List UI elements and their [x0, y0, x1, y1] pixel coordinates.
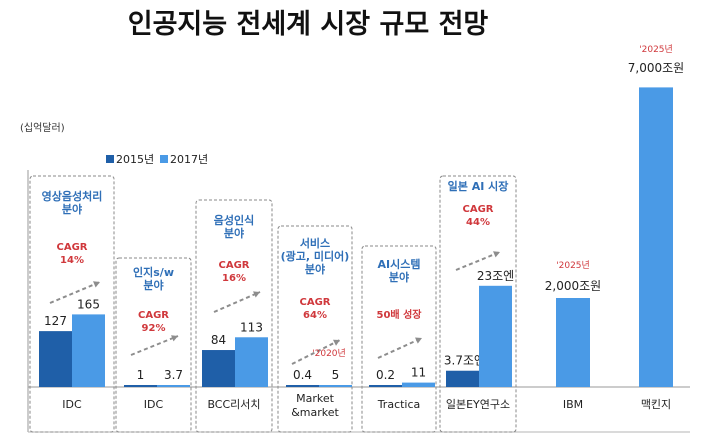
value-label: 3.7 [164, 368, 183, 382]
trend-arrow-head [333, 339, 340, 346]
category-label: 일본EY연구소 [446, 397, 510, 411]
group-box [277, 225, 353, 433]
trend-arrow-line [213, 291, 261, 313]
trend-arrow-line [291, 339, 341, 365]
legend-label-2017: 2017년 [170, 153, 208, 166]
area-label: 영상음성처리 [42, 189, 103, 203]
area-label: 인지s/w [133, 265, 174, 279]
area-label: AI시스템 [378, 257, 421, 271]
bar-2015 [446, 370, 479, 387]
cagr-label: 50배 성장 [377, 308, 423, 321]
trend-arrow-line [455, 251, 501, 271]
year-note: '2020년 [312, 348, 346, 359]
category-label: BCC리서치 [207, 398, 260, 411]
group-box [439, 175, 517, 433]
value-label: 23조엔 [477, 269, 514, 283]
group-box [115, 257, 192, 433]
group-3: 서비스(광고, 미디어)분야 CAGR 64% 0.4 5 '2020년 Market&ma… [277, 225, 353, 433]
category-label: Tractica [377, 398, 421, 411]
category-label: Market [296, 392, 334, 405]
trend-arrow-line [377, 337, 423, 359]
trend-arrow-head [171, 335, 178, 342]
value-label: 84 [211, 333, 226, 347]
legend-swatch-2015 [106, 155, 114, 163]
area-label: 분야 [224, 226, 244, 240]
value-label: 5 [332, 368, 340, 382]
group-1: 인지s/w분야 CAGR 92% 1 3.7 IDC [115, 257, 192, 433]
bar-2017 [479, 285, 512, 387]
legend: 2015년 2017년 [106, 153, 208, 166]
group-6: 2,000조원 '2025년 IBM [545, 260, 601, 411]
bar-2017 [157, 385, 190, 387]
year-note: '2025년 [639, 44, 673, 55]
cagr-label: 92% [142, 323, 166, 334]
area-label: 음성인식 [214, 213, 254, 227]
area-label: (광고, 미디어) [281, 249, 350, 263]
value-label: 3.7조엔 [444, 354, 485, 368]
trend-arrow-head [493, 251, 500, 258]
category-label: IDC [144, 398, 164, 411]
area-label: 분야 [62, 202, 82, 216]
area-label: 일본 AI 시장 [448, 179, 509, 193]
cagr-label: 14% [60, 255, 84, 266]
year-note: '2025년 [556, 260, 590, 271]
value-label: 0.4 [293, 368, 312, 382]
unit-label: (십억달러) [20, 122, 65, 134]
category-label: IBM [563, 398, 583, 411]
bar-2015 [286, 385, 319, 387]
value-label: 1 [137, 368, 145, 382]
cagr-label: CAGR [300, 297, 331, 308]
legend-swatch-2017 [160, 155, 168, 163]
area-label: 분야 [305, 262, 325, 276]
trend-arrow-line [130, 335, 179, 356]
bar-2017 [235, 337, 268, 387]
bar-2017 [639, 87, 673, 388]
value-label: 165 [77, 297, 100, 311]
area-label: 분야 [143, 278, 163, 292]
cagr-label: 44% [466, 217, 490, 228]
group-box [195, 199, 273, 433]
value-label: 127 [44, 314, 67, 328]
bar-2015 [202, 350, 235, 387]
cagr-label: CAGR [463, 204, 494, 215]
cagr-label: CAGR [138, 310, 169, 321]
value-label: 113 [240, 320, 263, 334]
value-label: 11 [411, 366, 426, 380]
cagr-label: CAGR [219, 260, 250, 271]
bar-2017 [319, 385, 352, 387]
area-label: 분야 [389, 270, 409, 284]
bar-2015 [39, 331, 72, 387]
bar-2015 [369, 385, 402, 387]
value-label: 7,000조원 [628, 61, 684, 75]
cagr-label: 16% [222, 273, 246, 284]
trend-arrow-head [253, 291, 260, 298]
category-label: 맥킨지 [641, 398, 671, 411]
chart-title: 인공지능 전세계 시장 규모 전망 [128, 9, 489, 40]
value-label: 2,000조원 [545, 279, 601, 293]
cagr-label: CAGR [57, 242, 88, 253]
bar-2017 [556, 298, 590, 387]
bar-2017 [402, 382, 435, 387]
trend-arrow-head [93, 281, 100, 288]
area-label: 서비스 [300, 236, 330, 250]
value-label: 0.2 [376, 368, 395, 382]
legend-label-2015: 2015년 [116, 153, 154, 166]
category-label: IDC [62, 398, 82, 411]
trend-arrow-head [415, 337, 422, 344]
group-box [29, 175, 115, 433]
bar-2017 [72, 314, 105, 387]
group-box [361, 245, 437, 433]
cagr-label: 64% [303, 310, 327, 321]
bar-2015 [124, 385, 157, 387]
category-label: &market [291, 406, 339, 419]
trend-arrow-line [49, 281, 101, 304]
